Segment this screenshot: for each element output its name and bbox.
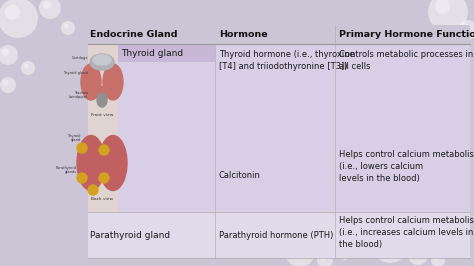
- Circle shape: [458, 20, 474, 40]
- Circle shape: [378, 233, 392, 247]
- Text: Front view: Front view: [91, 113, 113, 117]
- Text: Thyroid hormone (i.e., thyroxine
[T4] and triiodothyronine [T3]): Thyroid hormone (i.e., thyroxine [T4] an…: [219, 50, 355, 71]
- Circle shape: [452, 240, 468, 256]
- Circle shape: [0, 0, 38, 38]
- Circle shape: [342, 252, 346, 256]
- Circle shape: [372, 227, 408, 263]
- Circle shape: [408, 245, 428, 265]
- Ellipse shape: [93, 55, 111, 65]
- Circle shape: [39, 0, 61, 19]
- Circle shape: [428, 0, 468, 32]
- Circle shape: [455, 243, 461, 249]
- FancyBboxPatch shape: [93, 156, 111, 170]
- Circle shape: [411, 248, 419, 256]
- Text: Back view: Back view: [91, 197, 113, 201]
- Text: Parathyroid gland: Parathyroid gland: [90, 231, 170, 239]
- Ellipse shape: [90, 54, 114, 70]
- Ellipse shape: [81, 64, 101, 100]
- Text: Parathyroid hormone (PTH): Parathyroid hormone (PTH): [219, 231, 333, 239]
- Circle shape: [1, 48, 9, 56]
- Circle shape: [433, 255, 439, 261]
- Circle shape: [64, 23, 69, 29]
- Ellipse shape: [77, 135, 105, 190]
- Text: Parathyroid
glands: Parathyroid glands: [56, 166, 77, 174]
- Text: Thyroid gland: Thyroid gland: [63, 71, 88, 75]
- Circle shape: [435, 0, 450, 14]
- Circle shape: [455, 213, 469, 227]
- Text: Cartilage: Cartilage: [72, 56, 88, 60]
- Circle shape: [61, 21, 75, 35]
- Circle shape: [290, 242, 301, 253]
- Bar: [118, 44, 215, 62]
- Circle shape: [3, 80, 9, 86]
- Bar: [88, 44, 470, 212]
- Text: Controls metabolic processes in
all cells: Controls metabolic processes in all cell…: [339, 50, 473, 71]
- Circle shape: [77, 143, 87, 153]
- Text: Thyroid
gland: Thyroid gland: [67, 134, 81, 142]
- Text: Calcitonin: Calcitonin: [219, 172, 261, 181]
- Text: Thyroid gland: Thyroid gland: [121, 48, 183, 57]
- Circle shape: [21, 61, 35, 75]
- Circle shape: [457, 215, 463, 221]
- Circle shape: [5, 5, 20, 20]
- Circle shape: [0, 45, 18, 65]
- Text: Helps control calcium metabolism
(i.e., lowers calcium
levels in the blood): Helps control calcium metabolism (i.e., …: [339, 150, 474, 182]
- Circle shape: [88, 185, 98, 195]
- Text: Primary Hormone Function: Primary Hormone Function: [339, 30, 474, 39]
- Text: Trachea
(windpipe): Trachea (windpipe): [69, 91, 88, 99]
- Circle shape: [99, 173, 109, 183]
- Circle shape: [317, 252, 333, 266]
- Circle shape: [461, 23, 469, 31]
- Ellipse shape: [99, 135, 127, 190]
- Circle shape: [77, 173, 87, 183]
- Circle shape: [320, 255, 326, 261]
- Circle shape: [285, 237, 315, 266]
- Bar: [88, 212, 470, 258]
- Text: Endocrine Gland: Endocrine Gland: [90, 30, 177, 39]
- Ellipse shape: [97, 93, 107, 107]
- Ellipse shape: [103, 64, 123, 100]
- Circle shape: [431, 253, 445, 266]
- Bar: [88, 25, 470, 44]
- Circle shape: [23, 63, 29, 69]
- Circle shape: [99, 145, 109, 155]
- Bar: [88, 44, 118, 212]
- Text: Helps control calcium metabolism
(i.e., increases calcium levels in
the blood): Helps control calcium metabolism (i.e., …: [339, 216, 474, 249]
- Circle shape: [340, 250, 350, 260]
- Text: Hormone: Hormone: [219, 30, 268, 39]
- Circle shape: [43, 1, 51, 9]
- Circle shape: [0, 77, 16, 93]
- FancyBboxPatch shape: [93, 86, 111, 98]
